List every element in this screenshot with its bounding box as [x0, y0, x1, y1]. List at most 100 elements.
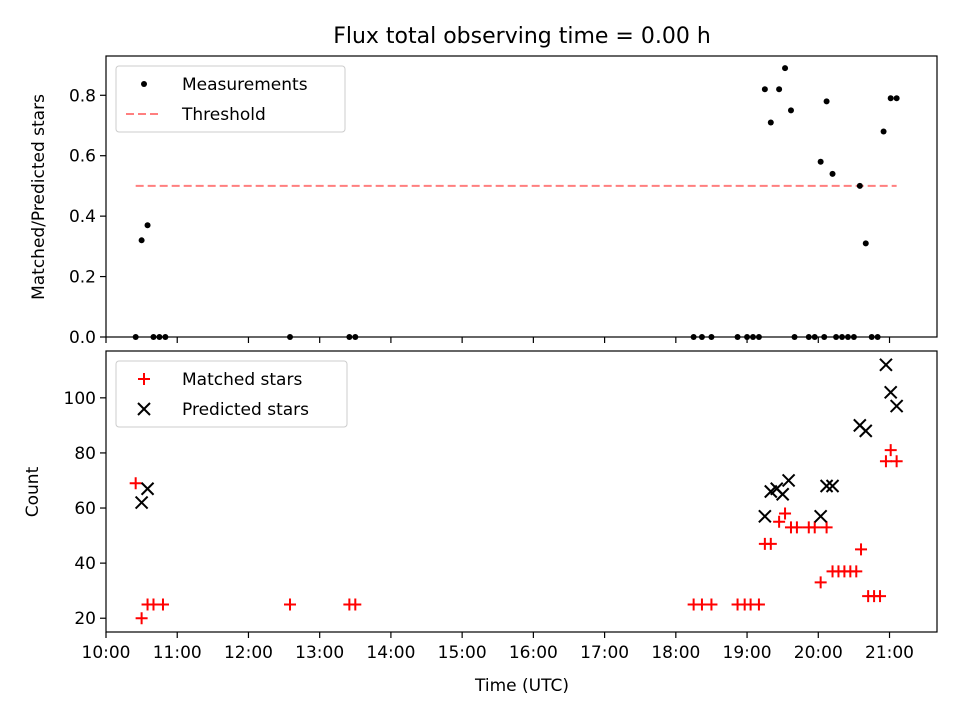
matched-point: [764, 537, 777, 550]
top-y-tick-label: 0.8: [69, 86, 96, 106]
x-axis-label: Time (UTC): [474, 676, 569, 696]
matched-point: [284, 598, 297, 611]
top-legend-box: [115, 65, 346, 133]
predicted-point: [859, 424, 873, 438]
measurement-point: [782, 65, 789, 72]
matched-point: [790, 521, 803, 534]
measurement-point: [833, 334, 840, 340]
predicted-point: [758, 509, 772, 524]
matched-point: [773, 515, 786, 528]
matched-point: [705, 598, 718, 611]
predicted-point: [825, 479, 840, 493]
legend-predicted-marker: [137, 402, 151, 416]
measurement-point: [844, 334, 851, 340]
measurement-point: [823, 98, 830, 105]
measurement-point: [811, 334, 818, 340]
measurement-point: [880, 128, 887, 135]
bottom-y-tick-label: 80: [74, 444, 96, 464]
matched-point: [820, 521, 833, 534]
measurement-point: [805, 334, 812, 340]
measurement-point: [839, 334, 846, 340]
predicted-point: [883, 385, 898, 400]
predicted-point: [819, 479, 834, 493]
measurement-point: [755, 334, 762, 340]
measurement-point: [829, 170, 836, 177]
matched-point: [855, 543, 868, 556]
top-y-tick-label: 0.4: [69, 207, 96, 227]
measurement-point: [690, 334, 697, 340]
top-y-tick-label: 0.2: [69, 268, 96, 288]
predicted-point: [140, 482, 155, 496]
bottom-legend-label: Matched stars: [182, 370, 302, 390]
measurement-point: [862, 240, 869, 247]
predicted-point: [134, 495, 149, 510]
predicted-point: [879, 358, 893, 372]
bottom-legend-box: [115, 360, 348, 428]
measurement-point: [874, 334, 881, 340]
matched-point: [890, 455, 903, 468]
measurement-point: [850, 334, 857, 340]
measurement-point: [744, 334, 751, 340]
top-legend-label: Threshold: [181, 105, 266, 125]
predicted-point: [813, 509, 828, 524]
x-tick-label: 10:00: [82, 643, 131, 663]
x-tick-label: 18:00: [651, 643, 700, 663]
matched-point: [879, 455, 892, 468]
x-tick-label: 11:00: [153, 643, 202, 663]
top-y-tick-label: 0.0: [69, 328, 96, 348]
predicted-point: [781, 473, 796, 488]
measurement-point: [346, 334, 353, 340]
legend-matched-marker: [138, 373, 150, 385]
x-tick-label: 17:00: [580, 643, 629, 663]
bottom-y-tick-label: 60: [74, 499, 96, 519]
top-panel: 0.0 0.2 0.4 0.6 0.8 Measurements Threshold: [69, 55, 938, 348]
bottom-y-axis-label: Count: [23, 466, 43, 517]
measurement-point: [734, 334, 741, 340]
measurement-point: [162, 334, 169, 340]
measurement-point: [893, 95, 900, 102]
x-tick-label: 16:00: [509, 643, 558, 663]
measurement-point: [887, 95, 894, 102]
measurement-point: [138, 237, 145, 244]
predicted-point: [775, 487, 790, 501]
x-tick-label: 12:00: [224, 643, 273, 663]
measurement-point: [698, 334, 705, 340]
measurement-point: [144, 222, 151, 229]
bottom-y-tick-label: 20: [74, 609, 96, 629]
matched-point: [349, 598, 362, 611]
x-tick-label: 21:00: [865, 643, 914, 663]
matched-point: [135, 612, 148, 625]
matched-point: [129, 477, 142, 490]
bottom-panel: 10:00 11:00 12:00 13:00 14:00 15:00 16:00 17:00…: [64, 350, 938, 663]
measurement-point: [817, 158, 824, 165]
bottom-y-tick-label: 100: [64, 389, 96, 409]
measurement-point: [156, 334, 163, 340]
measurement-point: [287, 334, 294, 340]
measurement-point: [856, 182, 863, 189]
matched-point: [752, 598, 765, 611]
measurement-point: [352, 334, 359, 340]
matched-point: [779, 507, 792, 520]
predicted-point: [889, 399, 904, 413]
x-tick-label: 14:00: [366, 643, 415, 663]
matched-point: [808, 521, 821, 534]
measurement-point: [787, 107, 794, 114]
measurement-point: [776, 86, 783, 93]
measurement-point: [791, 334, 798, 340]
matched-point: [814, 576, 827, 589]
measurement-point: [761, 86, 768, 93]
chart-title: Flux total observing time = 0.00 h: [333, 24, 711, 49]
matched-point: [884, 444, 897, 457]
x-tick-label: 20:00: [794, 643, 843, 663]
bottom-legend-label: Predicted stars: [182, 400, 309, 420]
top-y-tick-label: 0.6: [69, 147, 96, 167]
top-legend-label: Measurements: [182, 75, 308, 95]
measurement-point: [767, 119, 774, 126]
x-tick-label: 15:00: [438, 643, 487, 663]
measurement-point: [150, 334, 157, 340]
top-y-axis-label: Matched/Predicted stars: [29, 94, 49, 300]
measurement-point: [708, 334, 715, 340]
matched-point: [874, 590, 887, 603]
